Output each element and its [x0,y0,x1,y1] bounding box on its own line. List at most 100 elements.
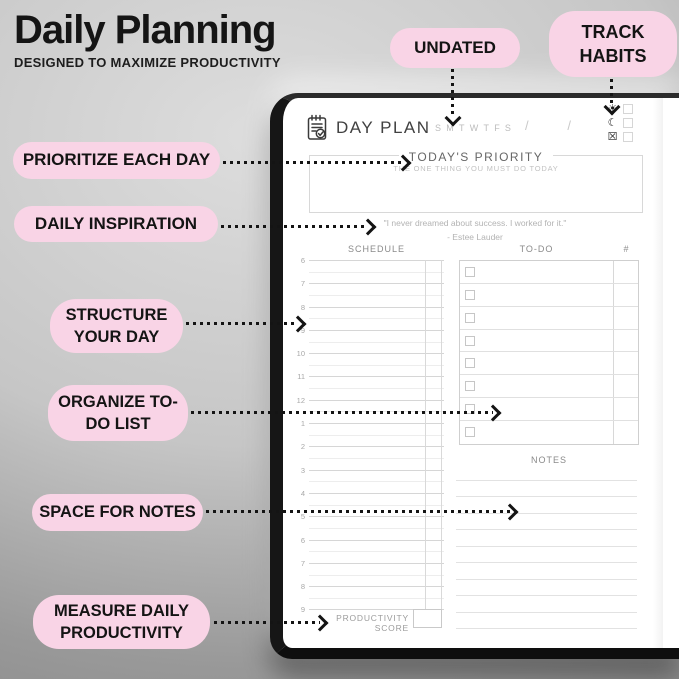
measure-arrow [214,614,329,631]
todo-count-cell [614,284,638,306]
weekday-letter: T [458,123,465,133]
todo-count-cell [614,352,638,374]
todays-priority-box: TODAY'S PRIORITY THE ONE THING YOU MUST … [309,150,643,213]
note-line [456,481,637,497]
schedule-hour-label: 5 [300,512,305,522]
todo-count-header: # [623,244,630,254]
todo-checkbox [465,427,475,438]
sunrise-icon: ☀ [607,103,618,115]
todo-row [460,352,638,376]
date-slash: / [525,118,529,133]
quote-text: "I never dreamed about success. I worked… [383,218,567,228]
schedule-hour-row: 6 [287,536,444,563]
todo-count-cell [614,261,638,283]
track-habits-arrow [603,79,620,116]
undated-arrow [444,69,461,127]
schedule-hour-row: 8 [287,303,444,330]
schedule-hour-label: 9 [300,325,305,335]
callout-space-for-notes: SPACE FOR NOTES [32,494,203,531]
todo-count-cell [614,398,638,420]
schedule-hour-label: 11 [297,372,305,382]
todo-row-text-area [460,261,614,283]
note-line [456,596,637,613]
callout-track-habits: TRACK HABITS [549,11,677,77]
note-line [456,514,637,530]
schedule-hour-row: 6 [287,256,444,283]
schedule-hour-row: 1 [287,419,444,446]
schedule-hour-row: 7 [287,279,444,306]
todo-row [460,329,638,353]
schedule-hour-row: 4 [287,489,444,516]
todo-checkbox [465,312,475,323]
note-line [456,563,637,580]
habit-row: ☀ [606,103,633,115]
todo-row-text-area [460,283,614,306]
todo-row [460,421,638,444]
weekday-letter: W [469,123,479,133]
note-line [456,464,637,481]
schedule-hour-label: 10 [296,349,305,359]
callout-structure-your-day: STRUCTURE YOUR DAY [50,299,183,353]
daily-quote: "I never dreamed about success. I worked… [309,217,641,244]
habit-checkbox [623,132,633,142]
crossed-box-icon: ☒ [607,131,618,143]
callout-daily-inspiration: DAILY INSPIRATION [14,206,218,242]
schedule-hour-label: 8 [300,582,305,592]
schedule-hour-label: 6 [300,256,305,265]
todo-count-cell [614,375,638,397]
todo-count-cell [614,330,638,352]
todo-checkbox [465,289,475,300]
productivity-score-box [413,609,442,628]
structure-arrow [186,315,307,332]
schedule-hour-row: 2 [287,442,444,469]
page-subtitle: DESIGNED TO MAXIMIZE PRODUCTIVITY [14,55,281,70]
callout-prioritize-each-day: PRIORITIZE EACH DAY [13,142,220,179]
note-line [456,530,637,547]
note-line [456,497,637,514]
date-slashes: / / [525,118,571,133]
todo-checkbox [465,335,475,346]
planner-brand: DAY PLAN [305,114,431,141]
todo-count-cell [614,421,638,444]
todo-row-text-area [460,375,614,398]
schedule-hour-label: 12 [296,395,305,405]
schedule-hour-row: 9 [287,326,444,353]
weekday-letter: T [483,123,489,133]
habit-checkbox [623,118,633,128]
todo-row [460,283,638,307]
weekday-letter: S [435,123,442,133]
todo-checkbox [465,358,475,369]
schedule-hour-label: 7 [300,279,305,289]
todo-checkbox [465,266,475,277]
schedule-hour-label: 4 [300,488,305,498]
habit-tracker: ☀ ☾ ☒ [606,103,633,143]
dayplan-notepad-icon [307,114,327,140]
habit-checkbox [623,104,633,114]
schedule-hour-label: 2 [300,442,305,452]
todo-count-cell [614,307,638,329]
schedule-hour-label: 6 [300,535,305,545]
schedule-hour-label: 1 [300,419,305,429]
schedule-grid: 6 7 8 9 10 11 12 1 2 3 4 5 6 7 8 9 [287,256,444,633]
page-title: Daily Planning [14,8,277,52]
todo-header: TO-DO [519,244,554,254]
note-line [456,613,637,629]
todo-row-text-area [460,329,614,352]
schedule-hour-label: 8 [300,302,305,312]
schedule-header: SCHEDULE [347,244,405,254]
inspiration-arrow [221,218,377,235]
quote-author: - Estee Lauder [447,231,503,242]
weekday-letter: M [446,123,454,133]
todo-row [460,375,638,399]
todo-row-text-area [460,306,614,329]
schedule-hour-label: 3 [300,465,305,475]
moon-icon: ☾ [607,117,618,129]
weekday-letter: S [504,123,511,133]
todo-checkbox [465,381,475,392]
schedule-right-border [441,260,442,626]
todo-table [459,260,639,445]
callout-organize-todo-list: ORGANIZE TO-DO LIST [48,385,188,441]
schedule-hour-row: 3 [287,466,444,493]
